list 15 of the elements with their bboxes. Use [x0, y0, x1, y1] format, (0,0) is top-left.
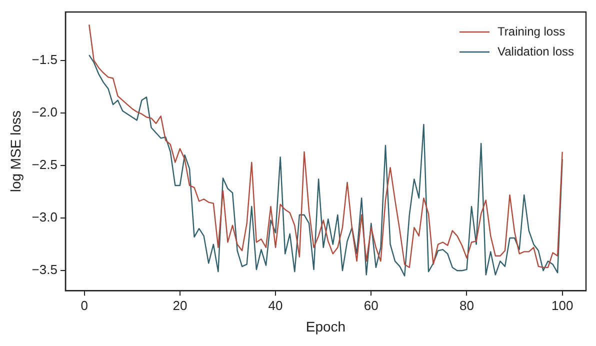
x-tick-label: 100: [551, 298, 574, 313]
legend-label: Training loss: [498, 24, 566, 38]
y-tick-label: −3.0: [32, 210, 58, 225]
x-tick-label: 40: [268, 298, 283, 313]
x-tick-label: 0: [80, 298, 88, 313]
x-axis-title: Epoch: [306, 318, 346, 334]
x-tick-label: 20: [172, 298, 188, 313]
y-tick-label: −3.5: [32, 262, 58, 278]
x-tick-label: 80: [460, 298, 474, 313]
legend-label: Validation loss: [498, 44, 574, 58]
y-axis-title: log MSE loss: [7, 110, 24, 192]
x-tick-label: 60: [364, 298, 378, 313]
y-tick-label: −2.5: [32, 157, 58, 172]
y-tick-label: −2.0: [32, 104, 58, 120]
y-tick-label: −1.5: [32, 52, 58, 67]
